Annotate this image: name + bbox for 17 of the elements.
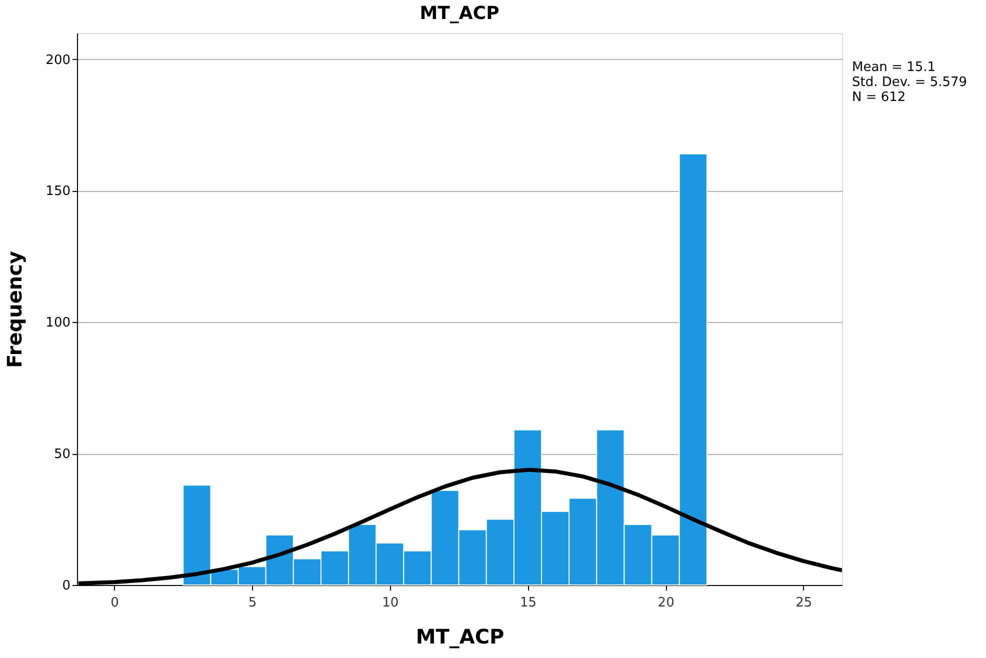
x-axis-title: MT_ACP — [416, 624, 504, 648]
text: Std. Dev. = 5.579 — [852, 75, 968, 90]
y-axis-title: Frequency — [2, 250, 27, 368]
y-tick-label: 150 — [46, 184, 70, 200]
x-tick-label: 10 — [382, 596, 399, 610]
x-tick-label: 25 — [796, 596, 812, 610]
x-tick-label: 5 — [248, 596, 257, 610]
y-tick-label: 0 — [62, 578, 70, 594]
y-tick-label: 200 — [46, 52, 70, 68]
x-tick-label: 15 — [520, 596, 537, 610]
x-tick-label: 20 — [658, 596, 674, 610]
chart-title: MT_ACP — [420, 3, 500, 24]
x-tick-label: 0 — [110, 596, 119, 610]
y-tick-label: 50 — [54, 447, 70, 462]
text: Mean = 15.1 — [852, 60, 936, 75]
text: N = 612 — [852, 90, 906, 105]
y-tick-label: 100 — [46, 316, 70, 331]
